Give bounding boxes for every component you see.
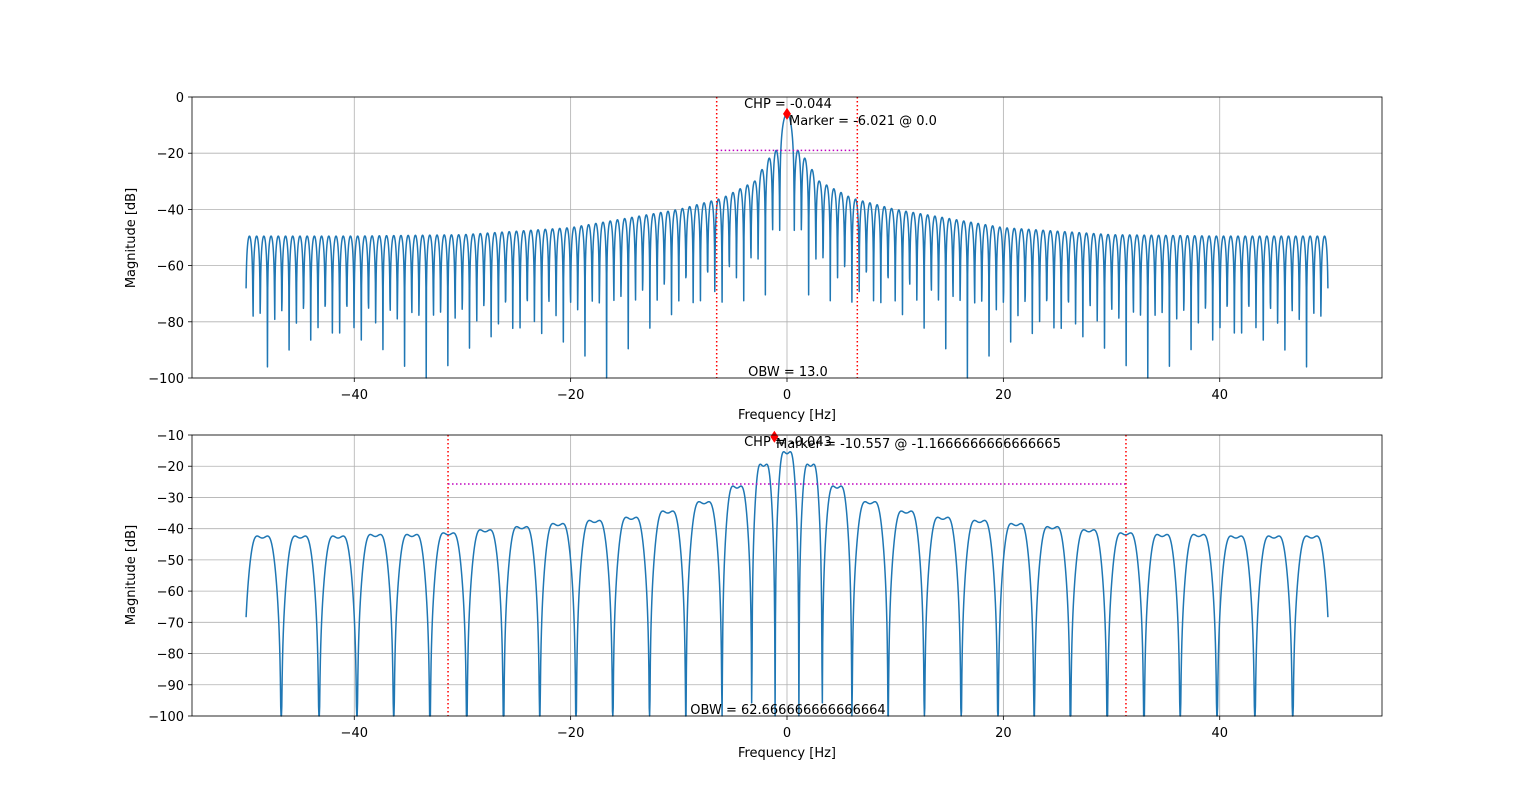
top-y-tick-label: 0 xyxy=(176,91,184,106)
top-marker-label: Marker = -6.021 @ 0.0 xyxy=(789,114,937,129)
bottom-x-tick-label: 0 xyxy=(783,726,791,741)
bottom-y-tick-label: −100 xyxy=(148,710,184,725)
bottom-x-tick-label: −40 xyxy=(341,726,368,741)
top-y-axis-label: Magnitude [dB] xyxy=(124,188,139,288)
top-spectrum-axes: −40 −20 0 20 40 0 −20 −40 −60 −80 −100 CHP = -0.04… xyxy=(124,91,1383,423)
bottom-y-tick-label: −30 xyxy=(157,491,184,506)
bottom-spectrum-trace xyxy=(245,450,1329,717)
top-x-tick-label: −40 xyxy=(341,388,368,403)
bottom-y-tick-label: −60 xyxy=(157,585,184,600)
top-y-tick-label: −100 xyxy=(148,372,184,387)
bottom-y-tick-label: −10 xyxy=(157,429,184,444)
bottom-spectrum-axes: −40 −20 0 20 40 −10 −20 −30 −40 −50 −60 −70 −80 −90 −1… xyxy=(124,429,1383,761)
top-obw-label: OBW = 13.0 xyxy=(748,365,828,380)
top-ticks: −40 −20 0 20 40 0 −20 −40 −60 −80 −100 xyxy=(148,91,1228,403)
top-x-tick-label: 0 xyxy=(783,388,791,403)
top-chp-label: CHP = -0.044 xyxy=(744,97,832,112)
bottom-y-tick-label: −20 xyxy=(157,460,184,475)
bottom-marker-label: Marker = -10.557 @ -1.1666666666666665 xyxy=(776,437,1061,452)
top-annotations: CHP = -0.044 Marker = -6.021 @ 0.0 OBW =… xyxy=(744,97,937,380)
top-x-tick-label: 40 xyxy=(1211,388,1228,403)
top-marker-point xyxy=(783,107,791,120)
bottom-y-tick-label: −40 xyxy=(157,523,184,538)
bottom-x-axis-label: Frequency [Hz] xyxy=(738,746,836,761)
bottom-x-tick-label: 20 xyxy=(995,726,1012,741)
top-y-tick-label: −40 xyxy=(157,203,184,218)
bottom-x-tick-label: −20 xyxy=(557,726,584,741)
bottom-y-axis-label: Magnitude [dB] xyxy=(124,525,139,625)
bottom-obw-label: OBW = 62.666666666666664 xyxy=(690,703,885,718)
bottom-y-tick-label: −70 xyxy=(157,616,184,631)
top-traces xyxy=(245,97,1329,379)
top-x-tick-label: 20 xyxy=(995,388,1012,403)
bottom-marker-point xyxy=(770,430,779,443)
top-x-axis-label: Frequency [Hz] xyxy=(738,408,836,423)
bottom-y-tick-label: −80 xyxy=(157,648,184,663)
bottom-y-tick-label: −90 xyxy=(157,679,184,694)
bottom-traces xyxy=(245,430,1329,717)
top-x-tick-label: −20 xyxy=(557,388,584,403)
bottom-x-tick-label: 40 xyxy=(1211,726,1228,741)
bottom-ticks: −40 −20 0 20 40 −10 −20 −30 −40 −50 −60 −70 −80 −90 −1… xyxy=(148,429,1228,741)
bottom-y-tick-label: −50 xyxy=(157,554,184,569)
bottom-annotations: CHP = -0.043 Marker = -10.557 @ -1.16666… xyxy=(690,435,1061,718)
top-y-tick-label: −20 xyxy=(157,147,184,162)
top-y-tick-label: −60 xyxy=(157,260,184,275)
top-y-tick-label: −80 xyxy=(157,316,184,331)
bottom-chp-label: CHP = -0.043 xyxy=(744,435,832,450)
